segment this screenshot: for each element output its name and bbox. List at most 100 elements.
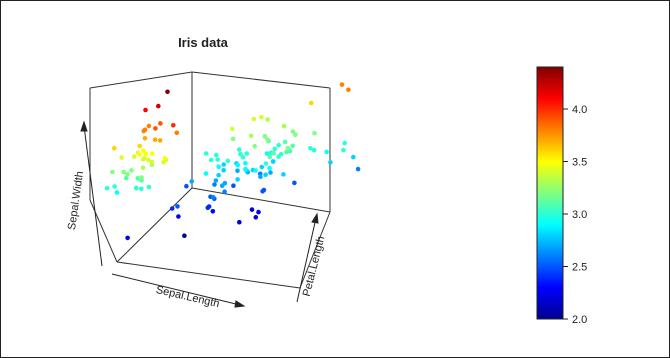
data-point [161,159,166,165]
colorbar-tick-label: 2.5 [572,262,587,274]
data-point [135,176,140,181]
data-point [139,175,144,180]
data-point [137,143,142,149]
data-point [351,154,356,160]
data-point [142,136,148,141]
data-point [222,189,227,194]
data-point [165,89,170,95]
data-point [271,150,277,156]
data-point [140,157,146,162]
data-point [235,168,240,173]
data-point [189,179,194,184]
data-point [263,161,269,166]
data-point [243,161,248,166]
data-point [259,164,265,170]
y-axis-label: Sepal.Width [66,170,86,230]
colorbar-tick-label: 3.5 [572,157,587,169]
data-point [236,147,242,152]
data-point [143,107,148,113]
data-point [216,164,221,169]
colorbar: 2.0 2.5 3.0 3.5 4.0 [536,66,587,326]
data-point [311,147,317,153]
data-point [264,151,270,156]
data-point [153,126,158,131]
data-point [119,155,124,160]
data-point [240,155,246,160]
data-point [146,157,151,163]
data-point [328,160,333,165]
x-axis-label: Sepal.Length [155,284,221,310]
data-point [263,172,268,177]
data-point [213,178,219,183]
data-point [134,185,139,191]
data-point [146,184,152,190]
data-point [339,82,345,87]
data-point [139,186,144,192]
data-point [231,183,236,188]
data-point [152,137,158,142]
data-point [219,183,225,188]
data-point [258,174,263,180]
data-point [341,147,346,153]
data-point [276,142,281,148]
data-point [132,154,137,159]
data-point [262,133,268,139]
data-point [137,152,142,157]
data-point [260,189,265,194]
data-point [251,116,257,122]
data-point [205,205,211,211]
data-point [203,151,209,156]
data-point [281,172,286,177]
data-point [256,209,261,215]
data-point [237,219,242,225]
colorbar-gradient [536,66,564,320]
data-point [249,207,255,212]
data-point [203,171,209,176]
data-point [221,162,226,167]
data-point [265,137,270,142]
data-point [284,149,289,155]
data-point [125,235,130,241]
data-point [308,100,314,106]
colorbar-tick-label: 3.0 [572,209,587,221]
data-point [157,138,163,143]
data-point [235,162,241,168]
data-point [243,166,248,172]
data-point [104,185,110,191]
data-point [208,157,214,163]
data-point [169,206,175,211]
data-point [221,167,226,173]
data-point [210,209,216,214]
data-point [112,184,117,189]
data-point [290,143,296,149]
data-point [285,145,291,151]
data-point [253,215,259,220]
data-point [324,149,330,155]
data-point [141,128,147,134]
data-point [267,165,272,171]
data-point [140,165,146,171]
data-point [292,180,297,186]
data-point [146,123,152,129]
data-point [121,169,127,175]
data-point [114,190,120,195]
data-point [272,146,278,152]
data-point [141,148,146,154]
data-point [182,233,187,238]
data-point [174,130,180,136]
points-layer [104,82,361,241]
data-point [267,154,273,160]
data-point [158,121,163,126]
data-point [235,177,240,182]
data-point [342,140,348,146]
chart-title: Iris data [178,35,229,50]
data-point [346,87,351,93]
data-point [149,151,155,156]
colorbar-ticks: 2.0 2.5 3.0 3.5 4.0 [563,104,587,326]
data-point [293,132,298,138]
data-point [171,123,176,128]
data-point [156,103,161,109]
data-point [281,123,287,129]
data-point [175,204,180,209]
data-point [184,183,189,189]
